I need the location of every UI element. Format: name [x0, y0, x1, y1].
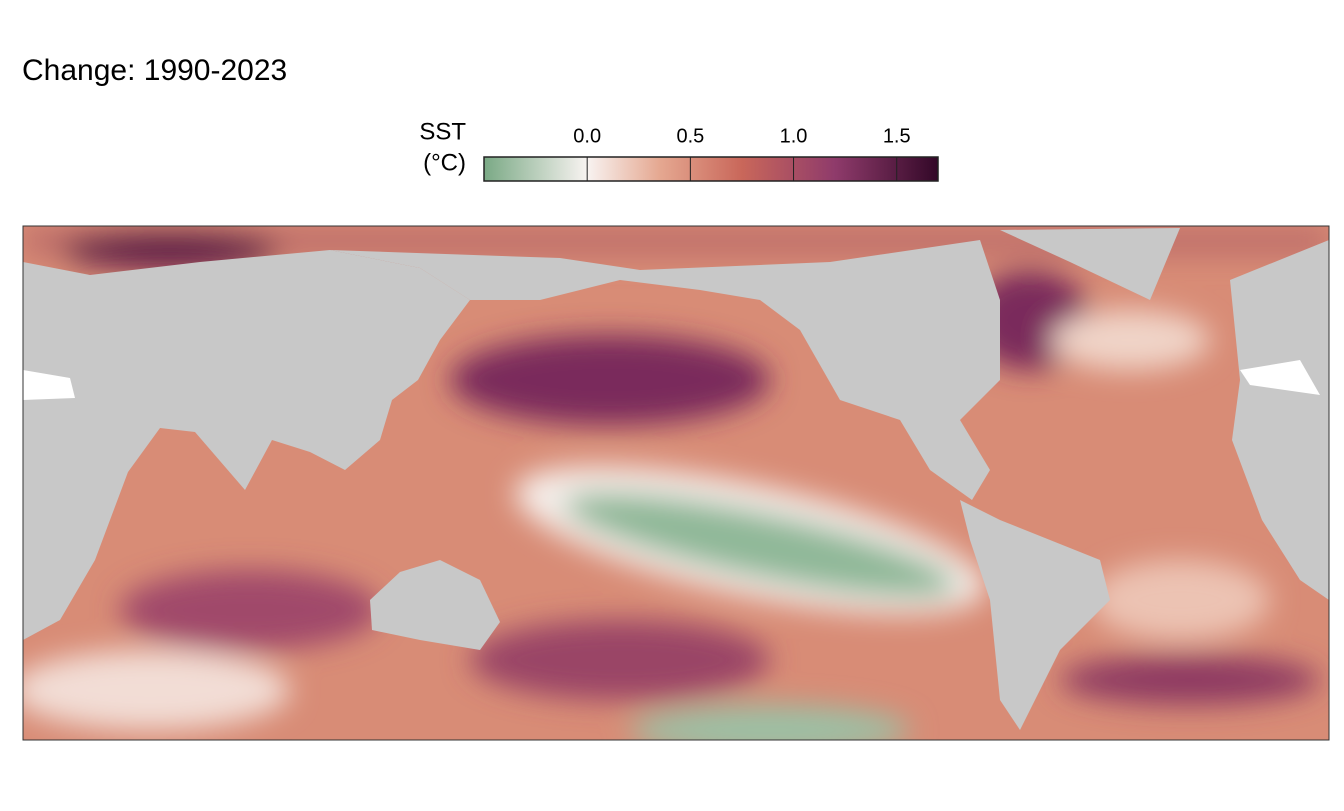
map-frame — [22, 225, 1330, 741]
colorbar-tick-label: 1.5 — [883, 125, 911, 147]
title: Change: 1990-2023 — [22, 54, 287, 87]
colorbar — [483, 156, 939, 182]
colorbar-tick-label: 0.0 — [573, 125, 601, 147]
colorbar-ticks: 0.0 0.5 1.0 1.5 — [573, 125, 911, 181]
colorbar-tick-label: 0.5 — [676, 125, 704, 147]
legend-title: SST — [419, 118, 466, 145]
colorbar-tick-label: 1.0 — [780, 125, 808, 147]
legend-title: (°C) — [423, 149, 466, 176]
map — [23, 226, 1329, 740]
